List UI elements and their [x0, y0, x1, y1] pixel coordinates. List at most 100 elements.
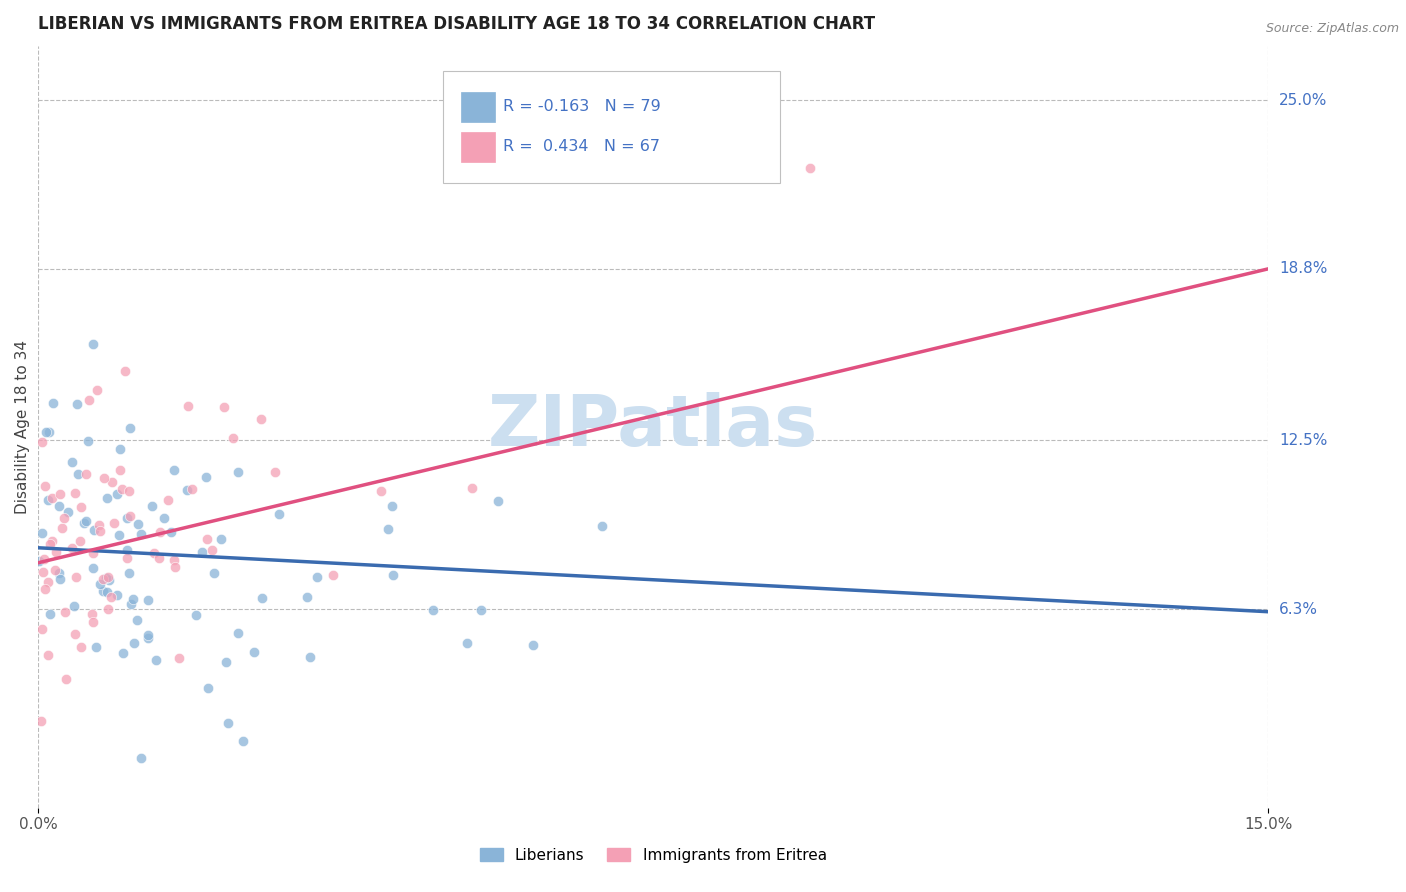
Text: 6.3%: 6.3% [1279, 601, 1319, 616]
Point [38, 425, 60, 439]
Point [117, 542, 139, 557]
Text: R =  0.434   N = 67: R = 0.434 N = 67 [503, 139, 661, 153]
Point [48, 499, 70, 513]
Point [27, 554, 49, 568]
Point [190, 544, 212, 558]
Point [209, 532, 232, 546]
Point [299, 650, 322, 665]
Point [83, 523, 105, 537]
Point [176, 399, 198, 413]
Text: LIBERIAN VS IMMIGRANTS FROM ERITREA DISABILITY AGE 18 TO 34 CORRELATION CHART: LIBERIAN VS IMMIGRANTS FROM ERITREA DISA… [38, 15, 876, 33]
Point [120, 597, 142, 611]
Point [195, 533, 218, 547]
Point [149, 524, 172, 539]
Point [142, 546, 165, 560]
Point [65, 486, 87, 500]
Point [163, 552, 186, 566]
Point [37, 648, 59, 662]
Point [75, 467, 97, 482]
Point [197, 681, 219, 696]
Point [96, 491, 118, 506]
Point [370, 483, 392, 498]
Point [382, 568, 405, 582]
Point [381, 499, 404, 513]
Point [49, 572, 72, 586]
Point [91, 583, 114, 598]
Point [89, 577, 111, 591]
Point [226, 625, 249, 640]
Point [215, 655, 238, 669]
Point [55, 672, 77, 686]
Point [51, 521, 73, 535]
Point [82, 336, 104, 351]
Point [103, 516, 125, 530]
Point [37, 493, 59, 508]
Text: Source: ZipAtlas.com: Source: ZipAtlas.com [1265, 22, 1399, 36]
Point [31, 622, 53, 636]
Point [108, 528, 131, 542]
Point [167, 651, 190, 665]
Point [89, 524, 111, 539]
Point [724, 147, 747, 161]
Y-axis label: Disability Age 18 to 34: Disability Age 18 to 34 [15, 340, 30, 514]
Point [377, 522, 399, 536]
Point [112, 646, 135, 660]
Point [212, 401, 235, 415]
Point [118, 484, 141, 499]
Point [62, 599, 84, 613]
Point [105, 487, 128, 501]
Point [97, 570, 120, 584]
Point [66, 397, 89, 411]
Point [305, 570, 328, 584]
Text: 12.5%: 12.5% [1279, 433, 1327, 448]
Point [156, 493, 179, 508]
Point [295, 590, 318, 604]
Point [79, 392, 101, 407]
Point [163, 463, 186, 477]
Point [180, 482, 202, 496]
Point [195, 470, 218, 484]
Point [456, 636, 478, 650]
Point [322, 568, 344, 582]
Point [32, 552, 55, 566]
Point [101, 475, 124, 490]
Point [65, 570, 87, 584]
Point [136, 631, 159, 645]
Point [80, 607, 103, 621]
Point [136, 627, 159, 641]
Point [60, 541, 83, 555]
Point [82, 615, 104, 630]
Point [34, 479, 56, 493]
Point [111, 482, 134, 496]
Legend: Liberians, Immigrants from Eritrea: Liberians, Immigrants from Eritrea [474, 841, 832, 869]
Point [186, 608, 208, 623]
Point [114, 363, 136, 377]
Point [115, 510, 138, 524]
Point [461, 481, 484, 495]
Point [136, 593, 159, 607]
Point [141, 499, 163, 513]
Point [152, 510, 174, 524]
Point [48, 566, 70, 581]
Point [98, 573, 121, 587]
Point [41, 534, 63, 549]
Point [39, 536, 62, 550]
Point [107, 588, 129, 602]
Point [201, 543, 224, 558]
Text: ZIPatlas: ZIPatlas [488, 392, 818, 461]
Point [53, 605, 76, 619]
Point [97, 602, 120, 616]
Point [591, 518, 613, 533]
Point [77, 434, 100, 448]
Point [117, 551, 139, 566]
Point [45, 545, 67, 559]
Point [41, 491, 63, 505]
Point [96, 584, 118, 599]
Point [69, 534, 91, 549]
Text: 25.0%: 25.0% [1279, 93, 1327, 108]
Point [89, 518, 111, 533]
Point [202, 566, 225, 580]
Point [70, 640, 93, 654]
Point [30, 714, 52, 728]
Point [163, 559, 186, 574]
